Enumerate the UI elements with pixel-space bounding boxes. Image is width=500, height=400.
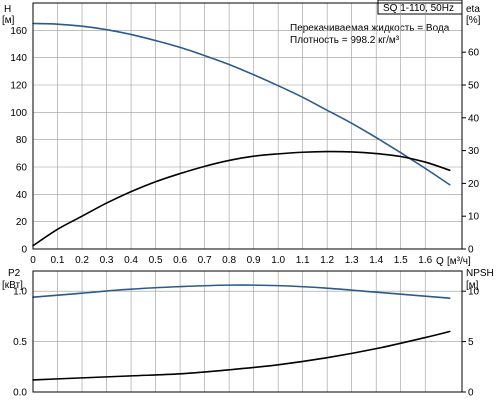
h-tick-label: 160 <box>10 26 27 37</box>
top-plot-frame <box>32 2 463 250</box>
head-curve <box>32 22 451 186</box>
x-tick-label: 0.5 <box>149 255 163 266</box>
h-tick-label: 140 <box>10 53 27 64</box>
x-tick-label: 1.4 <box>369 255 383 266</box>
eta-tick-label: 50 <box>468 81 480 92</box>
npsh-axis-unit: [м] <box>466 280 479 291</box>
x-tick-label: 1.2 <box>320 255 334 266</box>
x-tick-label: 1.3 <box>345 255 359 266</box>
h-tick-label: 100 <box>10 108 27 119</box>
power-curve <box>32 284 451 300</box>
eta-tick-label: 10 <box>468 212 480 223</box>
eta-tick-label: 0 <box>468 245 474 256</box>
npsh-axis-label: NPSH <box>466 268 494 279</box>
eta-tick-label: 30 <box>468 146 480 157</box>
x-tick-label: 1.5 <box>394 255 408 266</box>
eta-axis-unit: [%] <box>466 15 481 26</box>
top-grid <box>32 3 462 250</box>
bottom-grid <box>32 271 462 393</box>
annotation-liquid: Перекачиваемая жидкость = Вода <box>290 23 450 34</box>
h-tick-label: 120 <box>10 81 27 92</box>
h-tick-label: 0 <box>21 245 27 256</box>
npsh-curve <box>32 330 451 381</box>
x-tick-label: 0.4 <box>124 255 138 266</box>
annotation-density: Плотность = 998.2 кг/м³ <box>290 35 400 46</box>
x-tick-label: 0.3 <box>100 255 114 266</box>
top-curves <box>32 22 451 247</box>
npsh-tick-label: 5 <box>468 337 474 348</box>
x-tick-label: 0 <box>30 255 36 266</box>
eta-tick-label: 60 <box>468 48 480 59</box>
eta-axis-label: eta <box>466 4 480 15</box>
q-axis-label: Q <box>436 256 444 267</box>
x-tick-label: 0.9 <box>247 255 261 266</box>
x-tick-label: 0.1 <box>51 255 65 266</box>
p2-tick-label: 1.0 <box>13 287 27 298</box>
p2-axis-unit: [кВт] <box>2 280 23 291</box>
h-axis-unit: [м] <box>2 15 15 26</box>
h-tick-label: 80 <box>16 135 28 146</box>
chart-title: SQ 1-110, 50Hz <box>383 3 454 14</box>
x-tick-label: 0.6 <box>173 255 187 266</box>
x-tick-label: 1.0 <box>271 255 285 266</box>
p2-tick-label: 0.0 <box>13 388 27 399</box>
q-axis-unit: [м³/ч] <box>447 256 471 267</box>
h-axis-label: H <box>4 4 11 15</box>
h-tick-label: 60 <box>16 163 28 174</box>
x-tick-label: 0.8 <box>222 255 236 266</box>
eta-tick-label: 40 <box>468 113 480 124</box>
npsh-tick-label: 10 <box>468 287 480 298</box>
bottom-ticks: 0.0 0.5 1.0 0 5 10 <box>13 287 479 399</box>
bottom-plot-frame <box>32 270 463 393</box>
top-ticks: 0 0.1 0.2 0.3 0.4 0.5 0.6 0.7 0.8 0.9 1.0 1.1 1.2 1.3… <box>10 26 479 266</box>
eta-tick-label: 20 <box>468 179 480 190</box>
x-tick-label: 0.2 <box>75 255 89 266</box>
x-tick-label: 1.6 <box>418 255 432 266</box>
efficiency-curve <box>32 150 451 247</box>
h-tick-label: 40 <box>16 190 28 201</box>
x-tick-label: 0.7 <box>198 255 212 266</box>
bottom-curves <box>32 284 451 381</box>
x-tick-label: 1.1 <box>296 255 310 266</box>
p2-axis-label: P2 <box>8 268 21 279</box>
npsh-tick-label: 0 <box>468 388 474 399</box>
p2-tick-label: 0.5 <box>13 337 27 348</box>
h-tick-label: 20 <box>16 217 28 228</box>
